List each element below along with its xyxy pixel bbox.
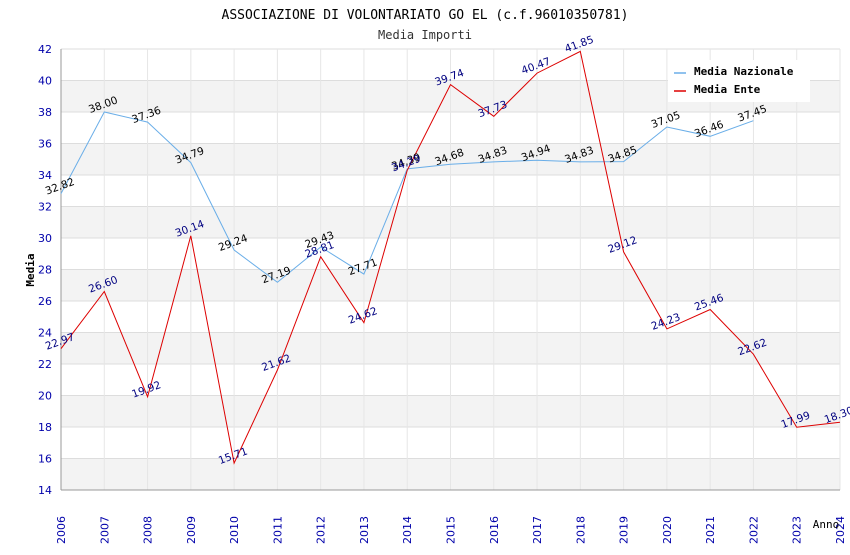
axes: [60, 49, 840, 491]
y-tick-label: 16: [38, 453, 52, 466]
x-axis-label: Anno: [813, 518, 840, 531]
x-tick-label: 2020: [661, 516, 674, 544]
y-tick-labels: 14 16 18 20 22 24 26 28 30 32 34 36 38 40 42: [38, 43, 52, 497]
x-tick-labels: 2006 2007 2008 2009 2010 2011 2012 2013 2014 2015…: [55, 516, 847, 544]
x-tick-label: 2022: [747, 516, 760, 544]
y-tick-label: 24: [38, 327, 52, 340]
x-tick-label: 2011: [271, 516, 284, 544]
data-label: 24.62: [347, 305, 379, 327]
data-label: 36.46: [693, 119, 726, 141]
y-tick-label: 36: [38, 138, 52, 151]
y-tick-label: 14: [38, 484, 52, 497]
x-tick-label: 2023: [791, 516, 804, 544]
legend-background: [668, 60, 810, 102]
legend-label-ente: Media Ente: [694, 83, 761, 96]
series-line-0: [60, 111, 754, 283]
x-tick-label: 2007: [98, 516, 111, 544]
y-tick-label: 40: [38, 75, 52, 88]
y-tick-label: 20: [38, 390, 52, 403]
x-tick-label: 2009: [185, 516, 198, 544]
x-tick-label: 2010: [228, 516, 241, 544]
x-tick-label: 2021: [704, 516, 717, 544]
x-tick-label: 2016: [488, 516, 501, 544]
chart-subtitle: Media Importi: [378, 28, 472, 42]
data-label: 24.23: [650, 311, 682, 333]
x-tick-label: 2018: [574, 516, 587, 544]
x-tick-label: 2008: [142, 516, 155, 544]
x-tick-label: 2017: [531, 516, 544, 544]
y-tick-label: 30: [38, 232, 52, 245]
x-tick-label: 2006: [55, 516, 68, 544]
y-tick-label: 38: [38, 106, 52, 119]
y-tick-label: 18: [38, 421, 52, 434]
y-tick-label: 42: [38, 43, 52, 56]
y-tick-label: 26: [38, 295, 52, 308]
y-tick-label: 22: [38, 358, 52, 371]
legend-label-nazionale: Media Nazionale: [694, 65, 794, 78]
y-tick-label: 28: [38, 264, 52, 277]
chart-title: ASSOCIAZIONE DI VOLONTARIATO GO EL (c.f.…: [222, 8, 629, 23]
y-tick-label: 34: [38, 169, 52, 182]
series-lines: [60, 50, 841, 465]
y-axis-label: Media: [24, 253, 37, 286]
x-tick-label: 2019: [618, 516, 631, 544]
x-tick-label: 2015: [445, 516, 458, 544]
x-tick-label: 2012: [315, 516, 328, 544]
x-tick-label: 2024: [834, 516, 847, 544]
y-tick-label: 32: [38, 201, 52, 214]
series-line-1: [60, 50, 841, 465]
legend: Media Nazionale Media Ente: [668, 60, 810, 102]
x-tick-label: 2014: [401, 516, 414, 544]
x-tick-label: 2013: [358, 516, 371, 544]
